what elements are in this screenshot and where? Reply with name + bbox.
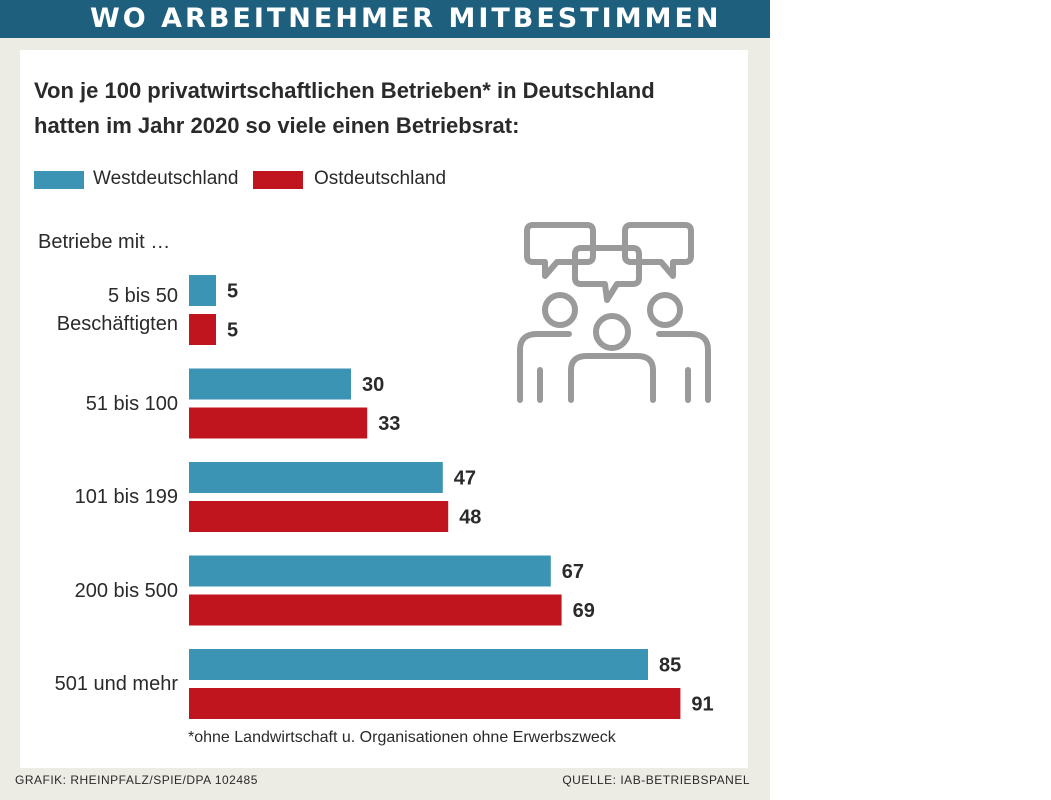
credit-source: QUELLE: IAB-BETRIEBSPANEL bbox=[562, 773, 750, 787]
bar-east-0 bbox=[189, 314, 216, 345]
footnote: *ohne Landwirtschaft u. Organisationen o… bbox=[188, 729, 616, 746]
category-label-line: 5 bis 50 bbox=[107, 285, 178, 307]
chart-panel: Von je 100 privatwirtschaftlichen Betrie… bbox=[20, 50, 748, 768]
bar-west-2 bbox=[189, 462, 443, 493]
bar-east-1 bbox=[189, 407, 368, 439]
bar-west-1 bbox=[189, 368, 351, 400]
value-label-east-4: 91 bbox=[691, 694, 713, 716]
value-label-east-0: 5 bbox=[227, 320, 238, 342]
legend-label-east: Ostdeutschland bbox=[314, 168, 447, 189]
category-label-line: 501 und mehr bbox=[54, 673, 178, 695]
bar-west-3 bbox=[189, 555, 551, 587]
headline-line-1: Von je 100 privatwirtschaftlichen Betrie… bbox=[34, 78, 655, 103]
bar-west-0 bbox=[189, 275, 216, 306]
credit-graphic: GRAFIK: RHEINPFALZ/SPIE/DPA 102485 bbox=[15, 773, 258, 787]
bar-east-4 bbox=[189, 688, 681, 719]
legend-swatch-east bbox=[253, 171, 303, 189]
value-label-west-0: 5 bbox=[227, 281, 238, 303]
category-label-3: 200 bis 500 bbox=[75, 577, 178, 605]
bar-east-2 bbox=[189, 501, 449, 532]
category-label-line: 200 bis 500 bbox=[74, 579, 178, 602]
value-label-west-3: 67 bbox=[562, 561, 584, 583]
bar-east-3 bbox=[189, 594, 562, 626]
infographic: WO ARBEITNEHMER MITBESTIMMEN Von je 100 … bbox=[0, 0, 770, 800]
value-label-west-2: 47 bbox=[454, 468, 476, 490]
value-label-east-1: 33 bbox=[378, 413, 400, 435]
category-label-4: 501 und mehr bbox=[55, 670, 178, 698]
category-label-0: 5 bis 50 Beschäftigten bbox=[57, 282, 178, 338]
legend-label-west: Westdeutschland bbox=[93, 168, 239, 189]
category-label-2: 101 bis 199 bbox=[75, 483, 178, 511]
headline-line-2: hatten im Jahr 2020 so viele einen Betri… bbox=[34, 113, 520, 138]
legend-swatch-west bbox=[34, 171, 84, 189]
value-label-east-2: 48 bbox=[459, 507, 481, 529]
bar-chart: 5 5 30 33 47 48 67 69 85 91 bbox=[189, 275, 714, 719]
banner-title: WO ARBEITNEHMER MITBESTIMMEN bbox=[90, 3, 722, 34]
category-group-label: Betriebe mit … bbox=[38, 231, 171, 253]
title-banner: WO ARBEITNEHMER MITBESTIMMEN bbox=[0, 0, 770, 38]
value-label-west-4: 85 bbox=[659, 655, 681, 677]
category-label-line: Beschäftigten bbox=[56, 313, 178, 335]
category-label-1: 51 bis 100 bbox=[86, 390, 178, 418]
value-label-east-3: 69 bbox=[573, 600, 595, 622]
people-discussion-icon bbox=[517, 222, 711, 403]
category-label-line: 51 bis 100 bbox=[85, 392, 178, 415]
category-label-line: 101 bis 199 bbox=[74, 486, 178, 508]
value-label-west-1: 30 bbox=[362, 374, 384, 396]
bar-west-4 bbox=[189, 649, 648, 680]
